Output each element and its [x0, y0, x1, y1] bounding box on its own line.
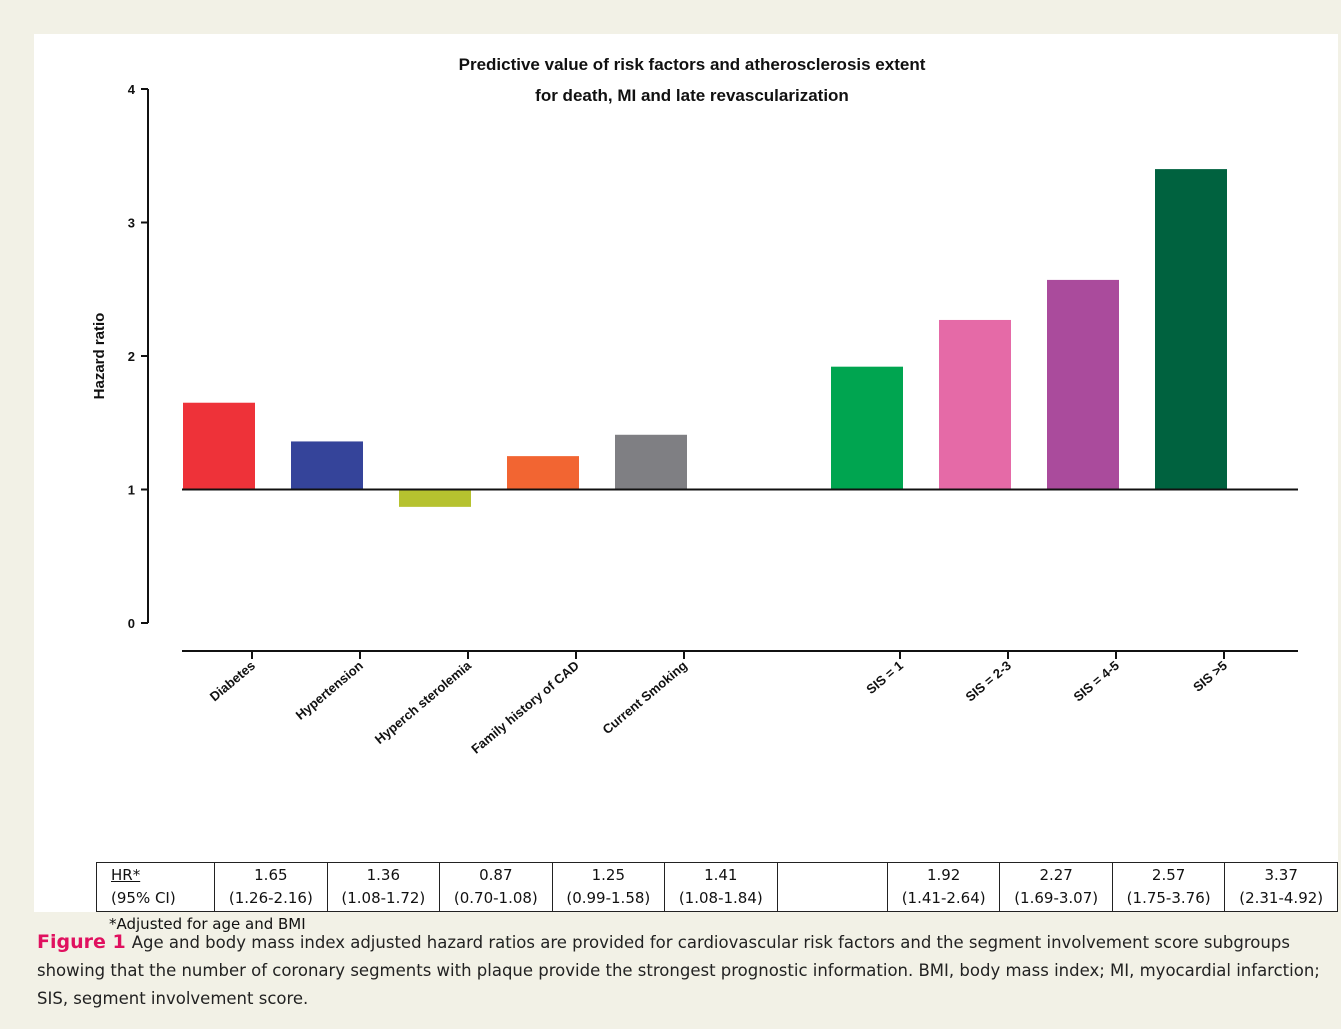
ci-value: (1.08-1.72)	[341, 889, 426, 907]
table-empty-cell	[776, 862, 888, 912]
x-tick-label: Hypertension	[293, 658, 366, 723]
ci-value: (0.99-1.58)	[566, 889, 651, 907]
ci-value: (1.69-3.07)	[1014, 889, 1099, 907]
y-tick-label: 0	[128, 616, 135, 631]
bar	[1047, 279, 1119, 490]
x-tick-label: Hyperch sterolemia	[372, 657, 475, 747]
bars-group	[182, 169, 1298, 507]
bar	[831, 366, 903, 490]
chart-title-line1: Predictive value of risk factors and ath…	[459, 55, 926, 74]
bar-chart: Predictive value of risk factors and ath…	[91, 55, 1298, 757]
bar	[939, 319, 1011, 490]
bar	[183, 402, 255, 490]
table-cell: 1.65 (1.26-2.16)	[214, 862, 328, 912]
y-axis: 0 1 2 3 4	[128, 82, 149, 631]
table-row: HR* (95% CI) 1.65 (1.26-2.16) 1.36 (1.08-1.…	[95, 862, 1338, 912]
hr-value: 2.57	[1151, 866, 1186, 884]
table-cell: 0.87 (0.70-1.08)	[439, 862, 553, 912]
bar	[291, 441, 363, 490]
hr-value: 3.37	[1264, 866, 1298, 884]
caption-text: Age and body mass index adjusted hazard …	[37, 933, 1320, 1008]
hr-value: 2.27	[1039, 866, 1073, 884]
y-tick-label: 3	[128, 216, 135, 231]
ci-value: (2.31-4.92)	[1239, 889, 1324, 907]
hr-header: HR*	[111, 866, 141, 884]
bar	[507, 456, 579, 490]
table-cell: 1.41 (1.08-1.84)	[664, 862, 778, 912]
y-axis-label: Hazard ratio	[91, 313, 108, 400]
x-tick-label: Current Smoking	[599, 658, 689, 737]
x-axis: Diabetes Hypertension Hyperch sterolemiaFa…	[182, 650, 1298, 757]
y-tick-label: 2	[128, 349, 135, 364]
x-tick-label: Diabetes	[207, 658, 258, 704]
hr-value: 1.25	[591, 866, 625, 884]
x-tick-label: SIS = 4-5	[1070, 658, 1121, 705]
ci-value: (1.26-2.16)	[228, 889, 313, 907]
y-tick-label: 4	[128, 82, 136, 97]
footnote: *Adjusted for age and BMI	[109, 915, 306, 933]
ci-value: (1.08-1.84)	[678, 889, 763, 907]
hr-value: 1.36	[366, 866, 401, 884]
table-cell: 1.92 (1.41-2.64)	[886, 862, 1001, 912]
row-header-cell: HR* (95% CI)	[95, 862, 216, 912]
table-cell: 1.36 (1.08-1.72)	[326, 862, 441, 912]
hr-value: 1.92	[926, 866, 961, 884]
bar	[615, 434, 687, 490]
x-tick-label: Family history of CAD	[468, 658, 582, 757]
bar	[1155, 169, 1227, 490]
figure-panel: Predictive value of risk factors and ath…	[34, 34, 1338, 933]
figure-caption: Figure 1 Age and body mass index adjusted…	[37, 928, 1327, 1013]
table-cell: 2.27 (1.69-3.07)	[999, 862, 1113, 912]
x-tick-label: SIS = 1	[863, 658, 906, 697]
table-cell: 1.25 (0.99-1.58)	[551, 862, 666, 912]
hr-value: 1.65	[254, 866, 288, 884]
ci-header: (95% CI)	[111, 889, 176, 907]
x-tick-label: SIS = 2-3	[962, 658, 1013, 705]
figure-label: Figure 1	[37, 931, 126, 953]
chart-title-line2: for death, MI and late revascularization	[535, 86, 849, 105]
ci-value: (1.75-3.76)	[1126, 889, 1211, 907]
bar	[399, 489, 471, 507]
table-cell: 2.57 (1.75-3.76)	[1111, 862, 1226, 912]
ci-value: (1.41-2.64)	[901, 889, 986, 907]
hazard-ratio-table: HR* (95% CI) 1.65 (1.26-2.16) 1.36 (1.08-1.…	[95, 862, 1338, 912]
x-tick-label: SIS >5	[1190, 658, 1230, 695]
ci-value: (0.70-1.08)	[453, 889, 538, 907]
hr-value: 0.87	[479, 866, 513, 884]
y-tick-label: 1	[128, 483, 135, 498]
hr-value: 1.41	[704, 866, 738, 884]
table-cell: 3.37 (2.31-4.92)	[1224, 862, 1338, 912]
